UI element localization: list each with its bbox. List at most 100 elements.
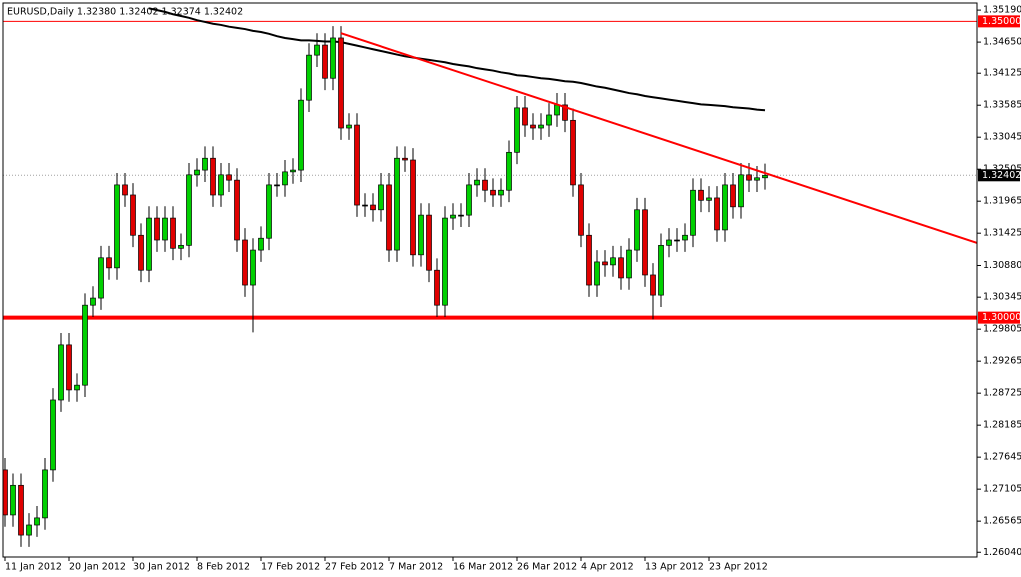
level-label: 1.35000	[982, 16, 1021, 27]
y-tick-label: 1.33585	[983, 100, 1021, 111]
chart-title: EURUSD,Daily 1.32380 1.32402 1.32374 1.3…	[7, 7, 243, 18]
candle-body	[122, 184, 128, 196]
candle-body	[370, 204, 376, 211]
candle-body	[522, 107, 528, 126]
y-tick-label: 1.33045	[983, 132, 1021, 143]
candle-body	[682, 234, 688, 241]
candle-body	[690, 189, 696, 236]
x-tick-label: 27 Feb 2012	[325, 562, 384, 573]
candle-body	[754, 177, 760, 181]
y-tick-label: 1.30880	[983, 260, 1021, 271]
y-tick-label: 1.27105	[983, 484, 1021, 495]
candle-body	[418, 214, 424, 256]
candle-body	[114, 184, 120, 269]
candle-body	[458, 214, 464, 217]
candle-body	[442, 217, 448, 306]
y-tick-label: 1.26040	[983, 547, 1021, 558]
candle-body	[410, 159, 416, 256]
candle-body	[58, 344, 64, 401]
y-tick-label: 1.35190	[983, 5, 1021, 16]
candle-body	[394, 157, 400, 251]
trendline	[340, 32, 977, 244]
candle-body	[650, 274, 656, 296]
y-tick-label: 1.30345	[983, 292, 1021, 303]
axes: 1.35190 1.34650 1.34125 1.33585 1.33045 1.325…	[4, 5, 1021, 573]
candle-body	[162, 217, 168, 241]
x-tick-label: 4 Apr 2012	[581, 562, 634, 573]
candle-body	[474, 179, 480, 186]
candle-body	[642, 209, 648, 276]
candle-body	[74, 384, 80, 391]
candle-body	[354, 124, 360, 206]
candle-body	[362, 204, 368, 207]
candle-body	[66, 344, 72, 391]
x-tick-label: 17 Feb 2012	[261, 562, 320, 573]
candle-body	[586, 234, 592, 286]
y-tick-label: 1.27645	[983, 452, 1021, 463]
x-tick-label: 11 Jan 2012	[5, 562, 62, 573]
y-tick-label: 1.31965	[983, 196, 1021, 207]
candle-body	[506, 151, 512, 191]
candle-body	[146, 217, 152, 271]
candle-body	[306, 54, 312, 101]
candle-body	[594, 261, 600, 286]
candle-body	[730, 184, 736, 208]
candle-body	[562, 104, 568, 121]
candle-body	[98, 257, 104, 299]
candle-body	[746, 174, 752, 181]
x-tick-label: 16 Mar 2012	[453, 562, 513, 573]
candle-body	[490, 189, 496, 196]
candle-body	[250, 249, 256, 286]
candle-body	[674, 239, 680, 242]
candle-body	[498, 189, 504, 196]
candle-body	[154, 217, 160, 241]
level-label-box	[978, 15, 1020, 28]
candle-body	[722, 184, 728, 231]
candle-body	[322, 44, 328, 79]
candle-body	[170, 217, 176, 249]
candle-body	[378, 184, 384, 211]
y-tick-label: 1.29805	[983, 324, 1021, 335]
candle-body	[706, 197, 712, 201]
current-price-box	[978, 169, 1020, 182]
candle-body	[658, 244, 664, 296]
x-tick-label: 26 Mar 2012	[517, 562, 577, 573]
level-label-box	[978, 311, 1020, 324]
x-tick-label: 23 Apr 2012	[709, 562, 768, 573]
y-tick-label: 1.26565	[983, 516, 1021, 527]
candle-body	[618, 257, 624, 279]
candle-body	[714, 197, 720, 231]
y-tick-label: 1.28725	[983, 388, 1021, 399]
candle-body	[130, 194, 136, 236]
candle-body	[698, 189, 704, 201]
candle-body	[466, 184, 472, 216]
candle-body	[210, 157, 216, 196]
candle-body	[282, 171, 288, 186]
candle-body	[274, 184, 280, 187]
candle-body	[610, 257, 616, 266]
candle-body	[434, 269, 440, 306]
plot-area	[3, 7, 977, 547]
candle-body	[762, 175, 768, 179]
candle-body	[386, 184, 392, 251]
candle-body	[346, 124, 352, 129]
candle-body	[402, 157, 408, 161]
level-label: 1.30000	[982, 312, 1021, 323]
candle-body	[538, 124, 544, 129]
candle-body	[3, 469, 8, 516]
candle-body	[602, 261, 608, 266]
current-price-label: 1.32402	[982, 170, 1021, 181]
y-tick-label: 1.28185	[983, 420, 1021, 431]
candle-body	[290, 169, 296, 173]
candle-body	[634, 209, 640, 251]
x-tick-label: 13 Apr 2012	[645, 562, 704, 573]
candle-body	[10, 484, 16, 516]
candle-body	[90, 297, 96, 306]
candle-body	[50, 399, 56, 471]
candle-body	[226, 174, 232, 181]
candle-body	[178, 244, 184, 249]
candle-body	[194, 169, 200, 176]
candle-body	[554, 104, 560, 116]
